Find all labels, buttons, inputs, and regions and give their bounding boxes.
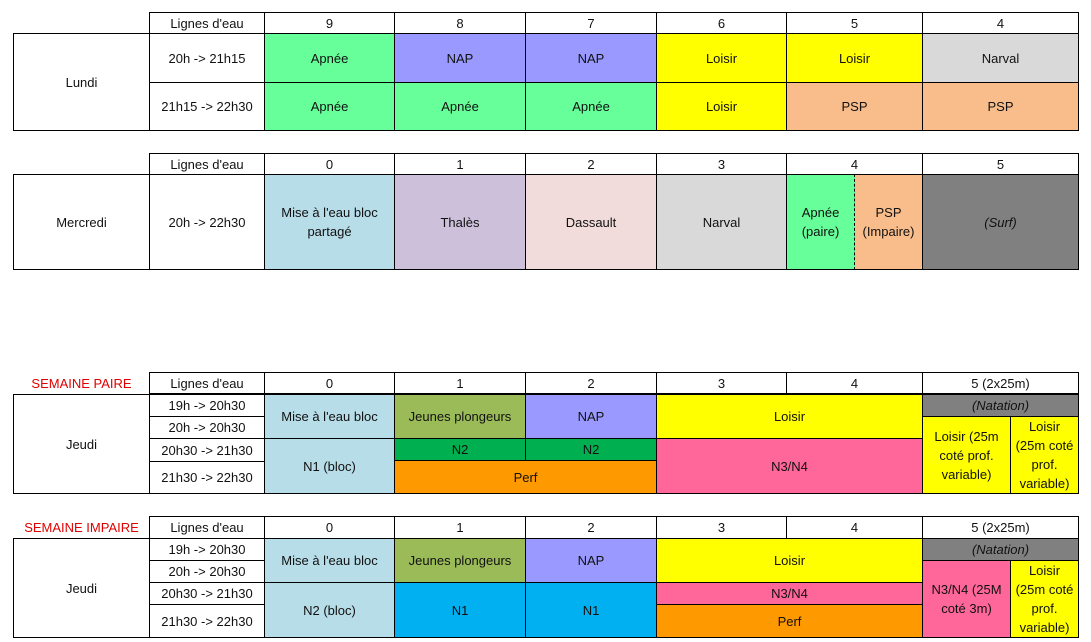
impaire-day-label: Jeudi xyxy=(13,538,150,638)
slot-nap: NAP xyxy=(525,33,657,83)
impaire-time: 20h30 -> 21h30 xyxy=(149,582,265,605)
impaire-lane-header: 2 xyxy=(525,516,657,539)
slot-loisir: Loisir xyxy=(656,394,923,439)
lundi-lane-header: 6 xyxy=(656,12,787,34)
slot-jeunes-plongeurs: Jeunes plongeurs xyxy=(394,394,526,439)
impaire-lane-header: 5 (2x25m) xyxy=(922,516,1079,539)
impaire-header-label: Lignes d'eau xyxy=(149,516,265,539)
slot-mise-a-leau: Mise à l'eau bloc xyxy=(264,538,395,583)
lundi-lane-header: 7 xyxy=(525,12,657,34)
slot-mise-a-leau: Mise à l'eau bloc xyxy=(264,394,395,439)
mercredi-lane-header: 1 xyxy=(394,153,526,175)
slot-n2: N2 xyxy=(525,438,657,461)
impaire-lane-header: 0 xyxy=(264,516,395,539)
impaire-time: 20h -> 20h30 xyxy=(149,560,265,583)
slot-n1-bloc: N1 (bloc) xyxy=(264,438,395,494)
slot-loisir-25m: Loisir (25m coté prof. variable) xyxy=(922,416,1011,494)
slot-apnee-paire: Apnée (paire) xyxy=(786,174,855,270)
slot-loisir-25m: Loisir (25m coté prof. variable) xyxy=(1010,416,1079,494)
lundi-day-label: Lundi xyxy=(13,33,150,131)
paire-lane-header: 3 xyxy=(656,372,787,394)
slot-n1: N1 xyxy=(525,582,657,638)
slot-loisir: Loisir xyxy=(656,82,787,131)
slot-apnee: Apnée xyxy=(264,33,395,83)
impaire-lane-header: 1 xyxy=(394,516,526,539)
mercredi-lane-header: 0 xyxy=(264,153,395,175)
paire-time: 21h30 -> 22h30 xyxy=(149,461,265,494)
impaire-time: 19h -> 20h30 xyxy=(149,538,265,561)
mercredi-lane-header: 5 xyxy=(922,153,1079,175)
week-label-paire: SEMAINE PAIRE xyxy=(31,375,132,391)
slot-apnee: Apnée xyxy=(394,82,526,131)
lundi-lane-header: 5 xyxy=(786,12,923,34)
slot-nap: NAP xyxy=(394,33,526,83)
impaire-time: 21h30 -> 22h30 xyxy=(149,604,265,638)
slot-n3n4: N3/N4 xyxy=(656,582,923,605)
slot-nap: NAP xyxy=(525,394,657,439)
slot-perf: Perf xyxy=(656,604,923,638)
slot-n2-bloc: N2 (bloc) xyxy=(264,582,395,638)
slot-narval: Narval xyxy=(656,174,787,270)
lundi-time: 21h15 -> 22h30 xyxy=(149,82,265,131)
mercredi-lane-header: 4 xyxy=(786,153,923,175)
slot-thales: Thalès xyxy=(394,174,526,270)
slot-psp: PSP xyxy=(922,82,1079,131)
week-label-impaire: SEMAINE IMPAIRE xyxy=(24,519,139,535)
mercredi-time: 20h -> 22h30 xyxy=(149,174,265,270)
mercredi-header-label: Lignes d'eau xyxy=(149,153,265,175)
slot-loisir: Loisir xyxy=(786,33,923,83)
lundi-time: 20h -> 21h15 xyxy=(149,33,265,83)
slot-perf: Perf xyxy=(394,460,657,494)
slot-surf: (Surf) xyxy=(922,174,1079,270)
paire-day-label: Jeudi xyxy=(13,394,150,494)
paire-header-label: Lignes d'eau xyxy=(149,372,265,394)
slot-psp: PSP xyxy=(786,82,923,131)
paire-lane-header: 1 xyxy=(394,372,526,394)
slot-n1: N1 xyxy=(394,582,526,638)
paire-time: 19h -> 20h30 xyxy=(149,394,265,417)
lundi-header-label: Lignes d'eau xyxy=(149,12,265,34)
slot-jeunes-plongeurs: Jeunes plongeurs xyxy=(394,538,526,583)
slot-loisir: Loisir xyxy=(656,538,923,583)
mercredi-lane-header: 2 xyxy=(525,153,657,175)
impaire-lane-header: 3 xyxy=(656,516,787,539)
impaire-lane-header: 4 xyxy=(786,516,923,539)
slot-n3n4: N3/N4 xyxy=(656,438,923,494)
slot-natation: (Natation) xyxy=(922,538,1079,561)
slot-loisir-25m: Loisir (25m coté prof. variable) xyxy=(1010,560,1079,638)
lundi-lane-header: 8 xyxy=(394,12,526,34)
slot-psp-impaire: PSP (Impaire) xyxy=(855,174,923,270)
slot-mise-a-leau: Mise à l'eau bloc partagé xyxy=(264,174,395,270)
lundi-lane-header: 9 xyxy=(264,12,395,34)
slot-n3n4-25m: N3/N4 (25M coté 3m) xyxy=(922,560,1011,638)
slot-nap: NAP xyxy=(525,538,657,583)
slot-n2: N2 xyxy=(394,438,526,461)
paire-time: 20h30 -> 21h30 xyxy=(149,438,265,462)
slot-loisir: Loisir xyxy=(656,33,787,83)
lundi-lane-header: 4 xyxy=(922,12,1079,34)
slot-apnee: Apnée xyxy=(264,82,395,131)
slot-narval: Narval xyxy=(922,33,1079,83)
slot-dassault: Dassault xyxy=(525,174,657,270)
mercredi-lane-header: 3 xyxy=(656,153,787,175)
slot-natation: (Natation) xyxy=(922,394,1079,417)
paire-lane-header: 5 (2x25m) xyxy=(922,372,1079,394)
slot-apnee: Apnée xyxy=(525,82,657,131)
paire-lane-header: 4 xyxy=(786,372,923,394)
paire-lane-header: 0 xyxy=(264,372,395,394)
paire-time: 20h -> 20h30 xyxy=(149,416,265,439)
mercredi-day-label: Mercredi xyxy=(13,174,150,270)
paire-lane-header: 2 xyxy=(525,372,657,394)
